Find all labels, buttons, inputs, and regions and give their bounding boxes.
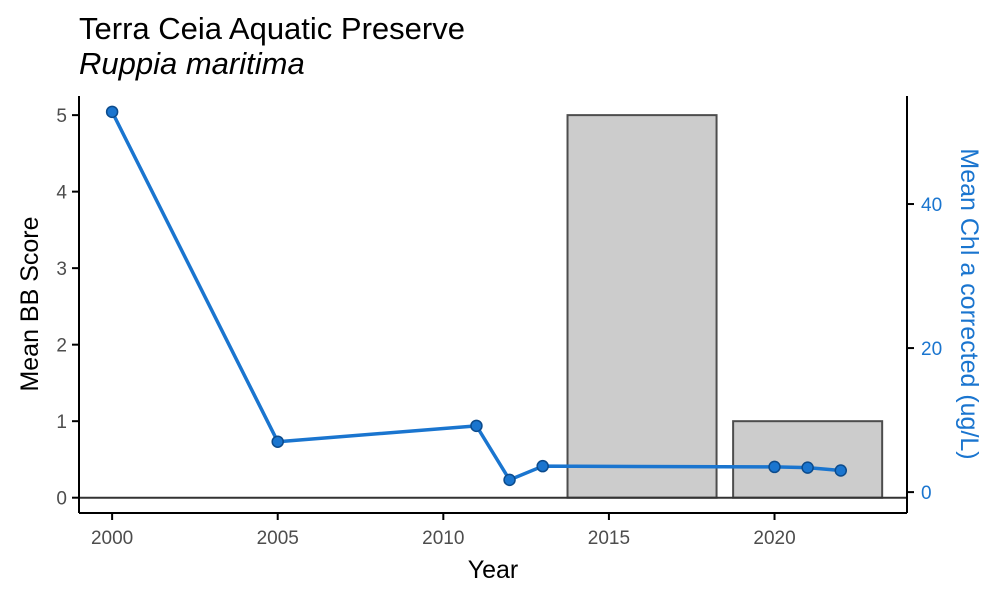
series-point-0-6 — [801, 461, 814, 474]
chart-title: Terra Ceia Aquatic Preserve — [79, 11, 465, 46]
y2-tick-label-40: 40 — [921, 195, 942, 216]
y-tick-label-5: 5 — [56, 106, 67, 127]
y2-tick-label-20: 20 — [921, 339, 942, 360]
x-axis-ticks: 2000 2005 2010 2015 2020 — [91, 513, 796, 549]
x-tick-label-2010: 2010 — [422, 528, 464, 549]
series-point-0-2 — [470, 419, 483, 433]
series-point-0-3 — [503, 473, 516, 487]
series-point-0-4 — [536, 459, 549, 473]
series-point-0-5 — [768, 460, 781, 474]
y2-tick-label-0: 0 — [921, 483, 932, 504]
x-tick-label-2015: 2015 — [588, 528, 630, 549]
y-axis-left-ticks: 0 1 2 3 4 5 — [56, 106, 79, 510]
y-tick-label-0: 0 — [56, 489, 67, 510]
series-point-0-1 — [271, 435, 284, 448]
y-tick-label-4: 4 — [56, 183, 67, 204]
bar-0 — [566, 114, 718, 499]
line-layer — [105, 105, 848, 487]
x-tick-label-2020: 2020 — [753, 528, 795, 549]
bars-layer — [566, 114, 884, 499]
x-tick-label-2000: 2000 — [91, 528, 133, 549]
x-tick-label-2005: 2005 — [257, 528, 299, 549]
y-tick-label-2: 2 — [56, 336, 67, 357]
bar-1 — [732, 420, 884, 499]
series-point-0-0 — [105, 105, 119, 119]
chart-subtitle: Ruppia maritima — [79, 46, 305, 81]
y-axis-left-title: Mean BB Score — [16, 216, 44, 391]
y-tick-label-3: 3 — [56, 259, 67, 280]
y-axis-right-title: Mean Chl a corrected (ug/L) — [955, 148, 983, 459]
x-axis-title: Year — [468, 556, 519, 584]
y-axis-right-ticks: 0 20 40 — [907, 195, 942, 504]
y-tick-label-1: 1 — [56, 412, 67, 433]
series-point-0-7 — [834, 464, 848, 477]
